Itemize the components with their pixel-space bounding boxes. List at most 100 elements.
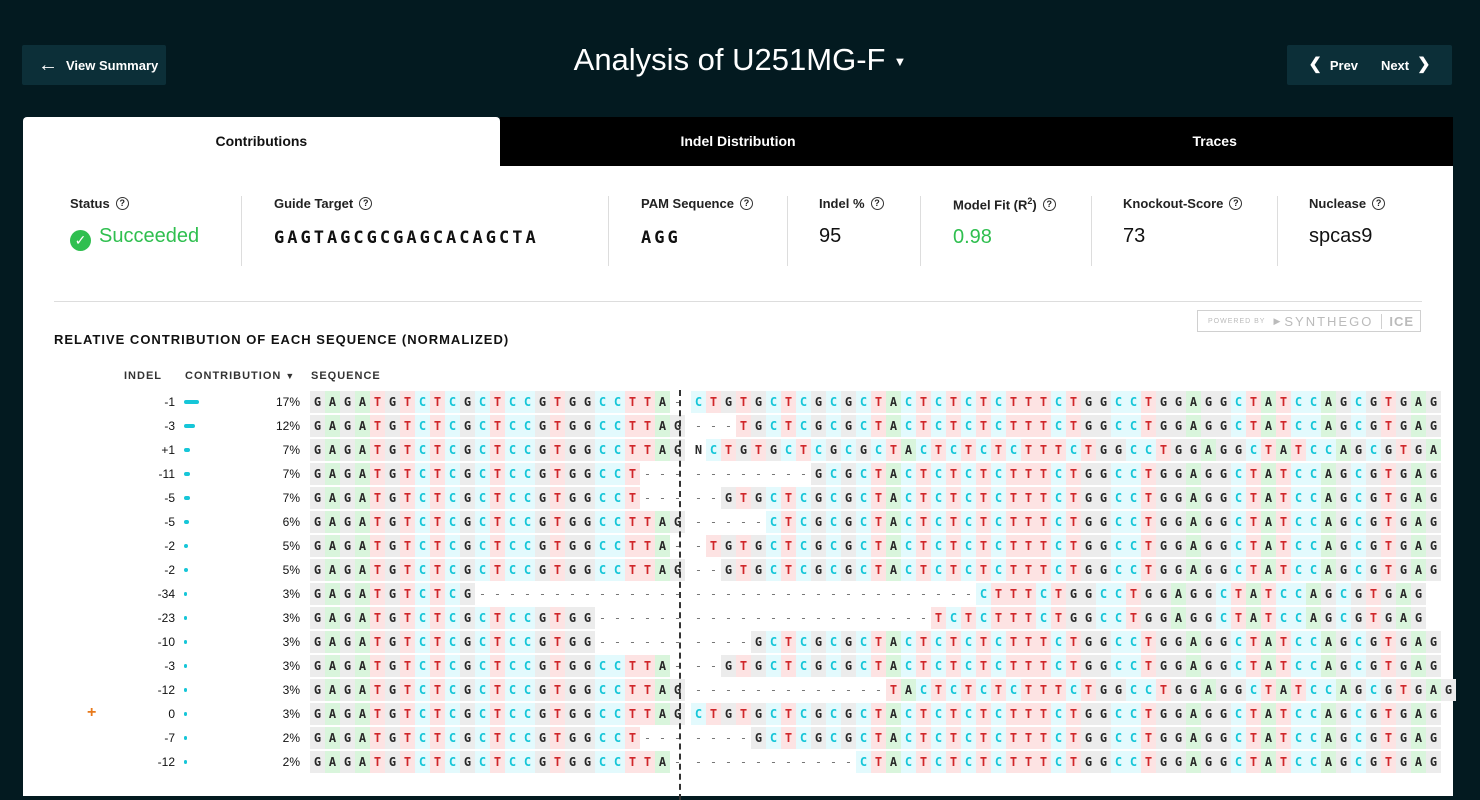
synthego-logo-icon: ▶ <box>1273 315 1283 326</box>
stat-pam: PAM Sequence? AGG <box>641 196 753 248</box>
ko-value: 73 <box>1123 225 1146 247</box>
caret-down-icon: ▼ <box>893 54 907 70</box>
contribution-bar <box>184 712 187 716</box>
contribution-table: -1 1 7% G A G A T G T C T C G C T C C G T G G C C T T A - C T G T G C T C G C… <box>23 390 1456 774</box>
indel-value: -3 <box>164 659 175 673</box>
table-row[interactable]: -10 3% G A G A T G T C T C G C T C C G T G G - - - - - - - - - - G C T C G C… <box>23 630 1453 654</box>
table-row[interactable]: -7 2% G A G A T G T C T C G C T C C G T G G C C T - - - - - - - G C T C G C G… <box>23 726 1453 750</box>
help-icon[interactable]: ? <box>115 197 129 210</box>
contribution-bar <box>184 496 190 500</box>
tab-traces[interactable]: Traces <box>976 117 1454 166</box>
help-icon[interactable]: ? <box>870 197 884 210</box>
col-header-indel[interactable]: INDEL <box>124 370 162 382</box>
table-row[interactable]: -3 3% G A G A T G T C T C G C T C C G T G G C C T T A - - - G T G C T C G C G… <box>23 654 1453 678</box>
divider <box>241 196 242 266</box>
plus-marker-icon: + <box>87 704 97 721</box>
contribution-value: 3% <box>282 683 300 697</box>
table-row[interactable]: -34 3% G A G A T G T C T C G - - - - - - - - - - - - - - - - - - - - - - - -… <box>23 582 1453 606</box>
table-row[interactable]: -11 7% G A G A T G T C T C G C T C C G T G G C C T - - - - - - - - - - - G C… <box>23 462 1453 486</box>
help-icon[interactable]: ? <box>739 197 753 210</box>
contribution-value: 7% <box>282 467 300 481</box>
brand-text: SYNTHEGO <box>1284 313 1374 329</box>
table-row[interactable]: -3 12% G A G A T G T C T C G C T C C G T G G C C T T A G - - - T G C T C G C… <box>23 414 1453 438</box>
page-title[interactable]: Analysis of U251MG-F ▼ <box>0 42 1480 78</box>
indel-value: -12 <box>157 755 175 769</box>
contribution-bar <box>184 400 199 404</box>
contribution-value: 2% <box>282 731 300 745</box>
check-circle-icon: ✓ <box>70 230 91 251</box>
indel-value: -7 <box>164 731 175 745</box>
contribution-bar <box>184 616 187 620</box>
table-row[interactable]: -12 2% G A G A T G T C T C G C T C C G T G G C C T T A - - - - - - - - - - -… <box>23 750 1453 774</box>
indel-value: -23 <box>157 611 175 625</box>
contribution-value: 5% <box>282 539 300 553</box>
nuclease-value: spcas9 <box>1309 225 1373 247</box>
guide-value: GAGTAGCGCGAGCACAGCTA <box>274 228 539 248</box>
indel-value: +1 <box>161 443 175 457</box>
tab-indel-distribution[interactable]: Indel Distribution <box>499 117 977 166</box>
indel-value: 95 <box>819 225 842 247</box>
product-text: ICE <box>1381 313 1414 329</box>
contribution-value: 5% <box>282 563 300 577</box>
table-row[interactable]: -5 7% G A G A T G T C T C G C T C C G T G G C C T - - - - - G T G C T C G C G… <box>23 486 1453 510</box>
divider <box>608 196 609 266</box>
indel-value: -12 <box>157 683 175 697</box>
arrow-left-icon: ← <box>38 54 58 76</box>
chevron-right-icon: ❯ <box>1417 56 1431 73</box>
view-summary-label: View Summary <box>66 57 159 73</box>
contribution-value: 3% <box>282 635 300 649</box>
contributions-panel: Status? ✓ Succeeded Guide Target? GAGTAGC… <box>23 166 1456 800</box>
table-row[interactable]: -5 6% G A G A T G T C T C G C T C C G T G G C C T T A G - - - - - C T C G C G… <box>23 510 1453 534</box>
stat-knockout: Knockout-Score? 73 <box>1123 196 1243 248</box>
prev-button[interactable]: ❮ Prev <box>1308 57 1358 73</box>
table-row[interactable]: +0 3% G A G A T G T C T C G C T C C G T G G C C T T A G C T G T G C T C G C G… <box>23 702 1453 726</box>
indel-label: Indel % <box>819 196 865 211</box>
contribution-bar <box>184 640 187 644</box>
contribution-bar <box>184 688 187 692</box>
next-label: Next <box>1380 57 1410 73</box>
indel-value: -5 <box>164 491 175 505</box>
view-summary-button[interactable]: ← View Summary <box>22 45 166 85</box>
prev-label: Prev <box>1329 57 1359 73</box>
next-button[interactable]: Next ❯ <box>1381 57 1431 73</box>
col-header-sequence: SEQUENCE <box>311 370 381 382</box>
contribution-value: 7% <box>282 443 300 457</box>
powered-by-text: POWERED BY <box>1208 317 1266 325</box>
table-row[interactable]: -2 5% G A G A T G T C T C G C T C C G T G G C C T T A - - T G T G C T C G C G… <box>23 534 1453 558</box>
table-row[interactable]: -1 17% G A G A T G T C T C G C T C C G T G G C C T T A - C T G T G C T C G C… <box>23 390 1453 414</box>
tab-contributions[interactable]: Contributions <box>23 117 500 166</box>
help-icon[interactable]: ? <box>359 197 373 210</box>
fit-label: Model Fit (R <box>953 197 1028 213</box>
col-header-contribution[interactable]: CONTRIBUTION ▼ <box>185 370 295 382</box>
help-icon[interactable]: ? <box>1042 197 1056 211</box>
indel-value: -11 <box>158 467 175 481</box>
pam-label: PAM Sequence <box>641 196 734 211</box>
powered-by-badge[interactable]: POWERED BY ▶ SYNTHEGO ICE <box>1197 310 1421 332</box>
indel-value: -3 <box>164 419 175 433</box>
table-row[interactable]: -23 3% G A G A T G T C T C G C T C C G T G G - - - - - - - - - - - - - - - -… <box>23 606 1453 630</box>
table-row[interactable]: -2 5% G A G A T G T C T C G C T C C G T G G C C T T A G - - G T G C T C G C G… <box>23 558 1453 582</box>
indel-value: -34 <box>157 587 175 601</box>
table-row[interactable]: +1 7% G A G A T G T C T C G C T C C G T G G C C T T A G N C T G T G C T C G C… <box>23 438 1453 462</box>
fit-sup: 2 <box>1027 196 1033 206</box>
title-text: Analysis of U251MG-F <box>573 42 886 77</box>
help-icon[interactable]: ? <box>1229 197 1243 210</box>
contribution-bar <box>184 592 187 596</box>
contribution-bar <box>184 760 187 764</box>
contribution-bar <box>184 424 195 428</box>
stat-model-fit: Model Fit (R2)? 0.98 <box>953 196 1056 249</box>
contribution-bar <box>184 568 188 572</box>
stat-guide-target: Guide Target? GAGTAGCGCGAGCACAGCTA <box>274 196 539 248</box>
contribution-value: 17% <box>275 395 300 409</box>
table-row[interactable]: -12 3% G A G A T G T C T C G C T C C G T G G C C T T A G - - - - - - - - - -… <box>23 678 1456 702</box>
help-icon[interactable]: ? <box>1372 197 1386 210</box>
indel-value: -2 <box>164 563 175 577</box>
